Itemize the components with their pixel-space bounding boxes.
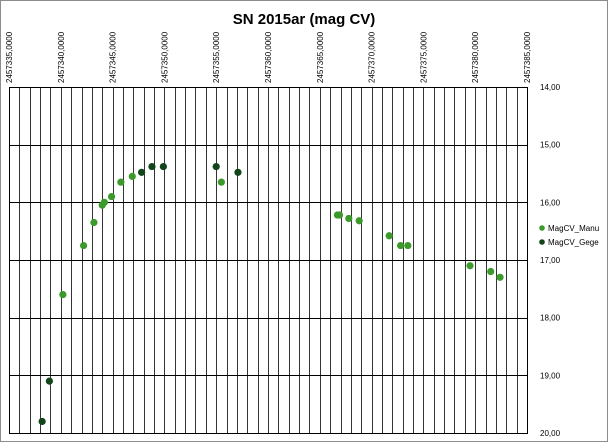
data-points: [38, 162, 504, 426]
data-point-gege: [38, 417, 46, 426]
legend-marker: [539, 239, 545, 245]
y-tick-label: 14,00: [540, 83, 561, 92]
y-axis: 14,00 15,00 16,00 17,00 18,00 19,00 20,00: [540, 83, 561, 438]
data-point-manu: [335, 211, 344, 219]
x-tick-label: 2457360,0000: [264, 31, 273, 83]
legend-label: MagCV_Manu: [548, 224, 599, 233]
data-point-gege: [45, 377, 54, 385]
x-tick-label: 2457375,0000: [419, 31, 428, 83]
data-point-manu: [59, 291, 67, 299]
data-point-gege: [148, 162, 156, 171]
y-tick-label: 15,00: [540, 141, 561, 150]
x-tick-label: 2457335,0000: [5, 31, 14, 83]
x-tick-label: 2457370,0000: [368, 31, 377, 83]
x-tick-label: 2457355,0000: [212, 31, 221, 83]
y-tick-label: 17,00: [540, 256, 561, 265]
x-tick-label: 2457380,0000: [471, 31, 480, 83]
data-point-gege: [159, 162, 167, 171]
data-point-manu: [397, 241, 405, 250]
x-tick-label: 2457385,0000: [523, 31, 532, 83]
y-tick-label: 16,00: [540, 198, 561, 207]
data-point-manu: [487, 267, 495, 276]
data-point-manu: [90, 218, 98, 227]
data-point-manu: [100, 198, 108, 206]
legend-label: MagCV_Gege: [548, 238, 599, 247]
plot-area: [9, 87, 528, 434]
x-tick-label: 2457350,0000: [160, 31, 169, 83]
data-point-manu: [79, 241, 88, 250]
plot-border: [9, 87, 528, 434]
legend-marker: [539, 225, 545, 231]
data-point-manu: [404, 241, 412, 250]
y-tick-label: 20,00: [540, 429, 561, 438]
legend: MagCV_Manu MagCV_Gege: [539, 224, 599, 247]
data-point-manu: [128, 172, 136, 180]
data-point-manu: [217, 178, 225, 186]
data-point-manu: [107, 192, 116, 201]
data-point-manu: [496, 273, 504, 281]
x-tick-label: 2457345,0000: [109, 31, 118, 83]
x-tick-label: 2457365,0000: [316, 31, 325, 83]
data-point-gege: [234, 168, 242, 176]
x-tick-label: 2457340,0000: [57, 31, 66, 83]
data-point-manu: [117, 178, 125, 186]
data-point-manu: [355, 217, 363, 225]
data-point-manu: [385, 232, 393, 240]
chart-title: SN 2015ar (mag CV): [233, 11, 376, 28]
data-point-gege: [138, 168, 146, 176]
y-tick-label: 18,00: [540, 314, 561, 323]
data-point-manu: [345, 214, 353, 223]
data-point-gege: [212, 162, 220, 171]
x-axis: 2457335,0000 2457340,0000 2457345,0000 2457…: [5, 31, 532, 83]
y-tick-label: 19,00: [540, 371, 561, 380]
grid-lines: [9, 87, 528, 434]
data-point-manu: [466, 262, 474, 270]
